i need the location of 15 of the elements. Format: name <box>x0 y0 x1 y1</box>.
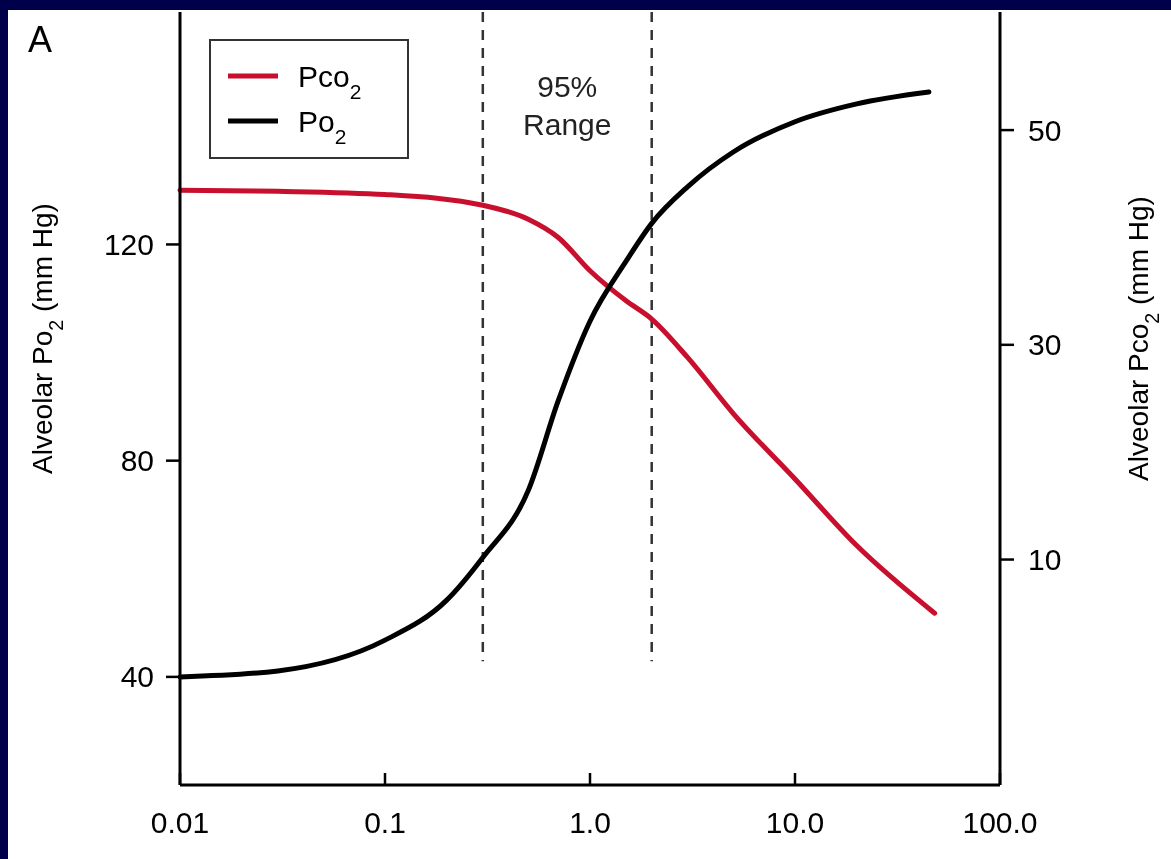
y-tick-label: 120 <box>103 227 154 261</box>
annotation: 95% Range <box>523 70 612 141</box>
y2-tick-label: 10 <box>1028 543 1062 577</box>
x-tick-label: 1.0 <box>569 806 611 839</box>
x-tick-label: 0.01 <box>150 806 210 839</box>
y-tick-label: 80 <box>120 444 154 478</box>
y2-tick-label: 30 <box>1028 328 1062 362</box>
x-tick-label: 10.0 <box>765 806 825 839</box>
y2-tick-label: 50 <box>1028 113 1062 147</box>
chart-title: A <box>28 19 53 60</box>
x-tick-label: 0.1 <box>364 806 406 839</box>
legend-label: Pco$_{2}$ <box>298 59 362 102</box>
legend-label: Po$_{2}$ <box>298 104 347 147</box>
y-tick-label: 40 <box>120 660 154 694</box>
x-tick-label: 100.0 <box>962 806 1038 839</box>
